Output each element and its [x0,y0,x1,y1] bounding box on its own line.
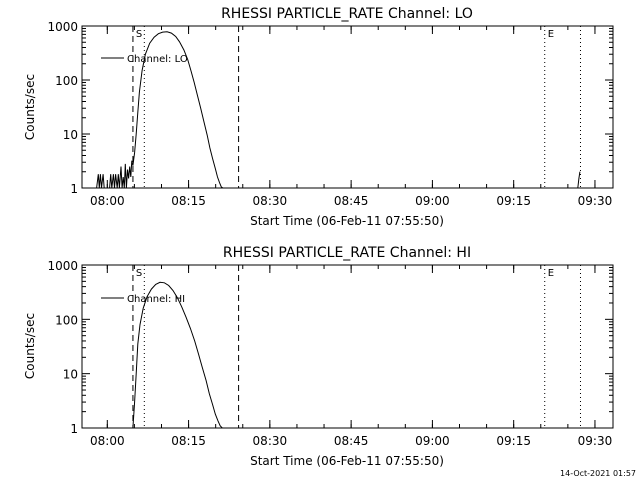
chart-title: RHESSI PARTICLE_RATE Channel: HI [223,245,471,261]
tick-group: 1 10 100 1000 08:00 08:15 08:30 08:45 09:00 09:15… [47,259,613,448]
y-tick-label: 100 [55,313,78,327]
marker-label: E [548,268,554,279]
x-tick-label: 09:00 [415,194,450,208]
marker-label: E [548,29,554,40]
y-tick-label: 1000 [47,259,78,273]
y-axis-label: Counts/sec [23,74,37,140]
x-axis-label: Start Time (06-Feb-11 07:55:50) [250,214,444,228]
y-tick-label: 100 [55,74,78,88]
series-line [577,171,581,189]
x-tick-label: 09:15 [496,194,531,208]
series-group [132,281,225,429]
x-tick-label: 08:15 [171,194,206,208]
y-tick-label: 10 [63,128,78,142]
chart-title: RHESSI PARTICLE_RATE Channel: LO [221,6,473,22]
x-axis-label: Start Time (06-Feb-11 07:55:50) [250,454,444,468]
x-tick-label: 09:15 [496,434,531,448]
series-line [132,31,225,189]
tick-group: 1 10 100 1000 08:00 08:15 08:30 08:45 09:00 09:15… [47,20,613,208]
x-tick-label: 08:00 [90,194,125,208]
y-axis-label: Counts/sec [23,313,37,379]
x-tick-label: 08:45 [334,194,369,208]
legend: Channel: LO [101,54,188,65]
plot-frame [81,25,614,189]
legend-label: Channel: HI [127,294,185,305]
x-tick-label: 09:30 [578,434,613,448]
timestamp: 14-Oct-2021 01:57 [560,469,636,478]
y-tick-label: 1000 [47,20,78,34]
marker-label: S [136,29,142,40]
x-tick-label: 08:30 [253,434,288,448]
y-tick-label: 1 [70,422,78,436]
plot-frame [81,264,614,429]
legend-label: Channel: LO [127,54,188,65]
y-tick-label: 10 [63,368,78,382]
panel-hi: RHESSI PARTICLE_RATE Channel: HI Counts/… [23,245,614,468]
marker-label: S [136,268,142,279]
panel-lo: RHESSI PARTICLE_RATE Channel: LO Counts/… [23,6,614,228]
x-tick-label: 09:30 [578,194,613,208]
x-tick-label: 08:45 [334,434,369,448]
y-tick-label: 1 [70,182,78,196]
legend: Channel: HI [101,294,185,305]
series-line [95,160,134,189]
x-tick-label: 08:30 [253,194,288,208]
x-tick-label: 08:00 [90,434,125,448]
series-group [95,31,581,189]
x-tick-label: 08:15 [171,434,206,448]
x-tick-label: 09:00 [415,434,450,448]
series-line [132,281,225,429]
